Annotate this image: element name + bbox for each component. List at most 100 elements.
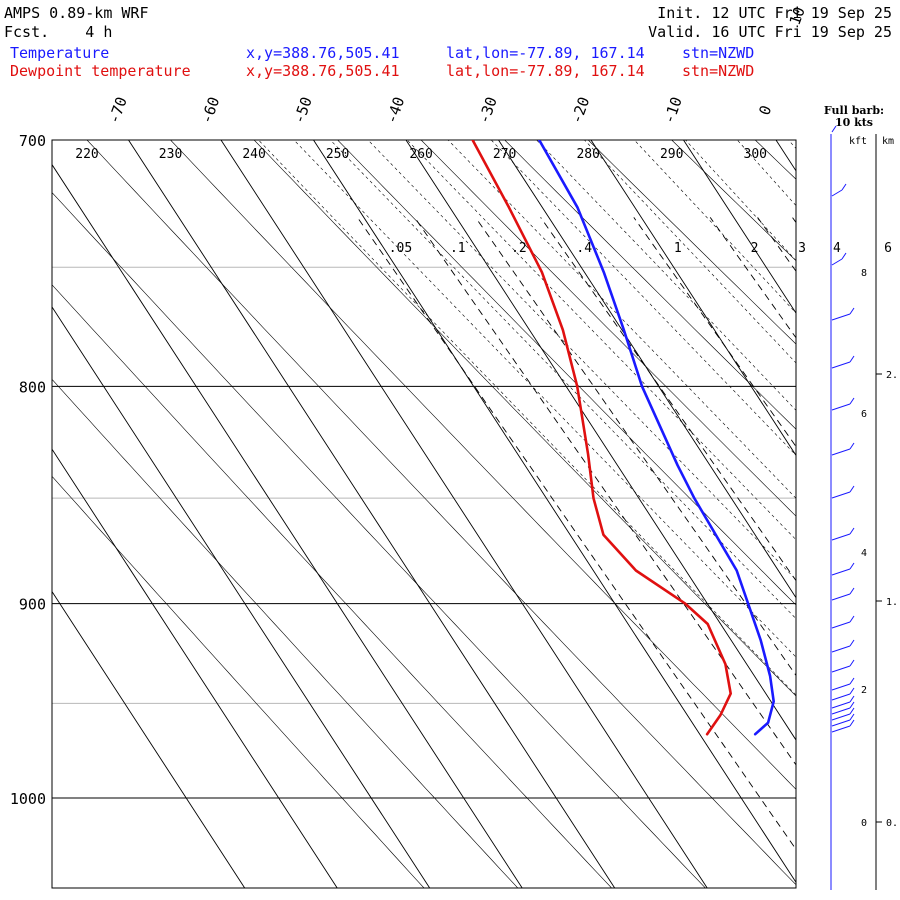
isotherm--70 [128, 140, 616, 888]
wind-barb [831, 361, 851, 369]
dry-adiabat-260 [420, 140, 796, 517]
adiabat-label-260: 260 [409, 147, 432, 162]
isotherm--60 [220, 140, 708, 888]
kft-tick-0: 0 [861, 818, 867, 829]
dewpoint-station: stn=NZWD [682, 62, 755, 80]
wind-kft-label: kft [849, 136, 867, 147]
adiabat-label-280: 280 [576, 147, 599, 162]
wind-panel: Full barb: 10 kts kft km 8 6 4 2 0 2. 1. 0. [824, 104, 898, 890]
pressure-label-1000: 1000 [10, 790, 46, 808]
dewpoint-xy: x,y=388.76,505.41 [246, 62, 400, 80]
wind-barb-flag [849, 485, 855, 493]
temperature-station: stn=NZWD [682, 44, 755, 62]
dry-adiabat-320 [894, 114, 900, 900]
plot-area [52, 140, 796, 888]
moist-adiabat--18 [367, 140, 796, 581]
wind-barb [831, 719, 851, 727]
adiabat-label-290: 290 [660, 147, 683, 162]
moist-adiabat-26 [865, 114, 900, 889]
km-tick-0.: 0. [886, 818, 898, 829]
wind-barb [831, 568, 851, 576]
dry-adiabat-220 [86, 140, 796, 886]
dewpoint-curve [471, 140, 732, 736]
dry-adiabat-250 [337, 140, 796, 606]
adiabat-label-250: 250 [326, 147, 349, 162]
isotherm--30 [498, 140, 796, 599]
isotherm-label--30: -30 [475, 94, 501, 126]
isotherm-label--10: -10 [660, 94, 686, 126]
mixing-ratio-label-6: 6 [884, 241, 892, 256]
wind-barb-flag [849, 639, 855, 647]
isotherm-label--20: -20 [567, 94, 593, 126]
wind-barb-flag [841, 183, 847, 191]
wind-barb [831, 448, 851, 456]
wind-barb-flag [849, 562, 855, 570]
moist-adiabat-22 [816, 114, 900, 889]
wind-barb-flag [849, 527, 855, 535]
mixing-ratio-label-.2: .2 [511, 241, 527, 256]
mixing-ratio-label-.05: .05 [389, 241, 412, 256]
isotherm-label-0: 0 [755, 103, 775, 118]
wind-barb-flag [849, 307, 855, 315]
dewpoint-legend: Dewpoint temperature [10, 62, 191, 80]
isotherm-label--40: -40 [382, 94, 408, 126]
isotherm-label--60: -60 [197, 94, 223, 126]
wind-barb [831, 683, 851, 691]
wind-barb-flag [849, 659, 855, 667]
isotherm-label--50: -50 [290, 94, 316, 126]
wind-barb-flag [849, 701, 855, 709]
km-tick-2.: 2. [886, 370, 898, 381]
isotherm--10 [683, 140, 796, 314]
wind-barb [831, 665, 851, 673]
wind-barb [831, 258, 843, 266]
dry-adiabat-240 [253, 140, 796, 697]
wind-barb-flag [849, 355, 855, 363]
adiabat-labels: 220 230 240 250 260 270 280 290 300 [75, 147, 767, 162]
wind-barb-flag [849, 677, 855, 685]
isotherm-label-10: 10 [786, 4, 809, 27]
wind-panel-title: Full barb: [824, 104, 884, 117]
moist-adiabat-2 [583, 140, 796, 364]
pressure-label-800: 800 [19, 378, 46, 396]
isotherm--110 [52, 590, 246, 888]
wind-barb [831, 725, 851, 733]
wind-panel-subtitle: 10 kts [835, 116, 873, 129]
wind-barb [831, 701, 851, 709]
wind-barb [831, 313, 851, 321]
wind-barb [831, 713, 851, 721]
mixing-ratio-labels: .05 .1 .2 .4 1 2 3 4 6 [389, 241, 892, 256]
kft-ticks: 8 6 4 2 0 [861, 268, 867, 829]
dry-adiabat-180 [52, 475, 425, 888]
wind-sample-barb [831, 125, 837, 133]
moist-adiabat--2 [536, 140, 796, 411]
wind-barb-flag [849, 707, 855, 715]
temperature-curve [537, 140, 775, 736]
plot-frame [51, 139, 797, 889]
wind-barb [831, 707, 851, 715]
temperature-latlon: lat,lon=-77.89, 167.14 [446, 44, 645, 62]
wind-barb-flag [849, 695, 855, 703]
wind-barb [831, 693, 851, 701]
mixing-ratio-label-.4: .4 [576, 241, 592, 256]
adiabat-label-220: 220 [75, 147, 98, 162]
skewed-isotherms [52, 140, 796, 888]
dry-adiabats [52, 114, 900, 900]
dry-adiabat-200 [52, 284, 613, 888]
wind-barb [831, 621, 851, 629]
adiabat-label-300: 300 [744, 147, 767, 162]
mixing-ratio-line-6 [843, 217, 900, 900]
kft-tick-8: 8 [861, 268, 867, 279]
profile-curves [471, 140, 775, 736]
pressure-label-900: 900 [19, 596, 46, 614]
moist-adiabat--14 [406, 140, 796, 541]
dry-adiabat-270 [504, 140, 796, 430]
wind-barb [831, 533, 851, 541]
isotherm--90 [52, 306, 431, 888]
isotherm--20 [590, 140, 796, 457]
wind-barb-flag [841, 252, 847, 260]
wind-barb-flag [849, 615, 855, 623]
forecast-hour: Fcst. 4 h [4, 23, 113, 41]
adiabat-label-230: 230 [159, 147, 182, 162]
pressure-label-700: 700 [19, 132, 46, 150]
moist-adiabat--22 [329, 140, 796, 620]
